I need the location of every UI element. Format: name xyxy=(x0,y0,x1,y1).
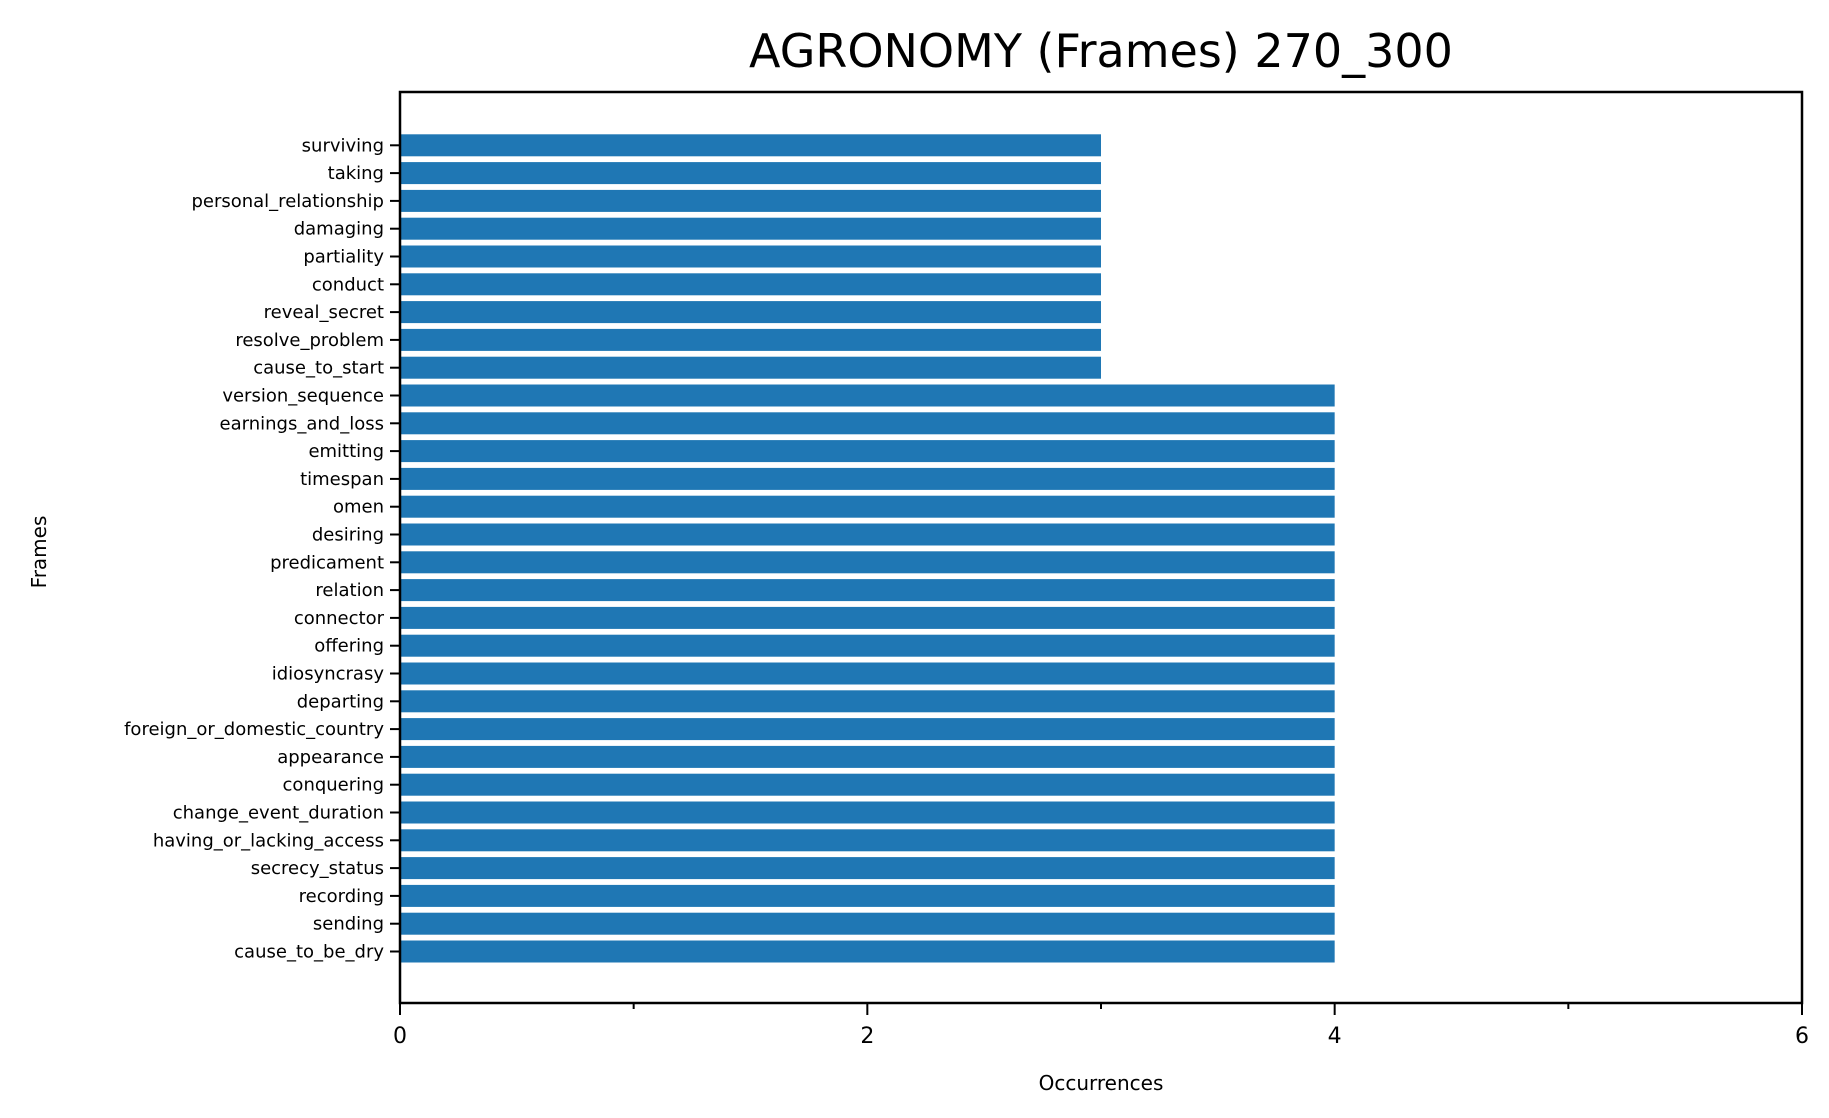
x-tick-label: 4 xyxy=(1328,1024,1342,1049)
bar-recording xyxy=(400,884,1335,907)
bar-emitting xyxy=(400,440,1335,463)
y-tick-label: personal_relationship xyxy=(191,191,384,212)
plot-frame xyxy=(398,90,1804,1005)
x-axis-label: Occurrences xyxy=(1039,1071,1164,1095)
bar-surviving xyxy=(400,134,1101,157)
y-tick-label: secrecy_status xyxy=(251,858,384,879)
y-tick-label: cause_to_start xyxy=(253,358,384,379)
y-tick-label: partiality xyxy=(303,247,384,268)
bar-offering xyxy=(400,634,1335,657)
bar-connector xyxy=(400,606,1335,629)
y-tick-label: damaging xyxy=(294,219,384,240)
bar-foreign_or_domestic_country xyxy=(400,718,1335,741)
y-tick-label: earnings_and_loss xyxy=(220,413,384,434)
y-tick-label: relation xyxy=(315,580,384,601)
bar-secrecy_status xyxy=(400,857,1335,880)
bar-appearance xyxy=(400,745,1335,768)
bar-having_or_lacking_access xyxy=(400,829,1335,852)
bar-reveal_secret xyxy=(400,301,1101,324)
y-tick-label: timespan xyxy=(300,469,384,490)
x-tick-label: 0 xyxy=(393,1024,407,1049)
y-tick-label: idiosyncrasy xyxy=(272,664,385,685)
bar-damaging xyxy=(400,217,1101,240)
y-tick-label: conduct xyxy=(312,274,384,295)
bar-cause_to_start xyxy=(400,356,1101,379)
chart-title: AGRONOMY (Frames) 270_300 xyxy=(749,24,1453,78)
y-tick-label: departing xyxy=(297,691,384,712)
bar-idiosyncrasy xyxy=(400,662,1335,685)
y-axis-ticks: cause_to_be_dry sending recording secrecy_s… xyxy=(124,135,400,963)
y-tick-label: predicament xyxy=(270,552,384,573)
y-tick-label: offering xyxy=(314,636,384,657)
y-tick-label: connector xyxy=(294,608,385,629)
bar-sending xyxy=(400,912,1335,935)
y-tick-label: conquering xyxy=(283,775,384,796)
bar-version_sequence xyxy=(400,384,1335,407)
y-tick-label: recording xyxy=(299,886,384,907)
y-tick-label: resolve_problem xyxy=(235,330,384,351)
y-tick-label: emitting xyxy=(308,441,384,462)
y-tick-label: change_event_duration xyxy=(173,803,384,824)
y-tick-label: omen xyxy=(333,497,384,518)
bar-conduct xyxy=(400,273,1101,296)
bar-relation xyxy=(400,579,1335,602)
y-tick-label: reveal_secret xyxy=(264,302,384,323)
y-tick-label: appearance xyxy=(277,747,384,768)
bar-departing xyxy=(400,690,1335,713)
x-tick-label: 2 xyxy=(860,1024,874,1049)
bar-cause_to_be_dry xyxy=(400,940,1335,963)
bar-partiality xyxy=(400,245,1101,268)
y-tick-label: foreign_or_domestic_country xyxy=(124,719,384,740)
y-tick-label: surviving xyxy=(302,135,384,156)
y-axis-label: Frames xyxy=(27,516,51,589)
bar-conquering xyxy=(400,773,1335,796)
y-tick-label: cause_to_be_dry xyxy=(234,942,384,963)
y-tick-label: taking xyxy=(328,163,384,184)
bar-resolve_problem xyxy=(400,328,1101,351)
bar-omen xyxy=(400,495,1335,518)
x-tick-label: 6 xyxy=(1795,1024,1809,1049)
y-tick-label: desiring xyxy=(312,525,384,546)
bar-taking xyxy=(400,162,1101,185)
bar-predicament xyxy=(400,551,1335,574)
bar-timespan xyxy=(400,467,1335,490)
y-tick-label: having_or_lacking_access xyxy=(153,830,384,851)
bar-desiring xyxy=(400,523,1335,546)
x-axis-ticks: 0 2 4 6 xyxy=(393,1003,1809,1049)
bar-earnings_and_loss xyxy=(400,412,1335,435)
y-tick-label: version_sequence xyxy=(222,386,384,407)
bar-personal_relationship xyxy=(400,189,1101,212)
bar-change_event_duration xyxy=(400,801,1335,824)
y-tick-label: sending xyxy=(313,914,384,935)
bars-group xyxy=(400,134,1335,963)
